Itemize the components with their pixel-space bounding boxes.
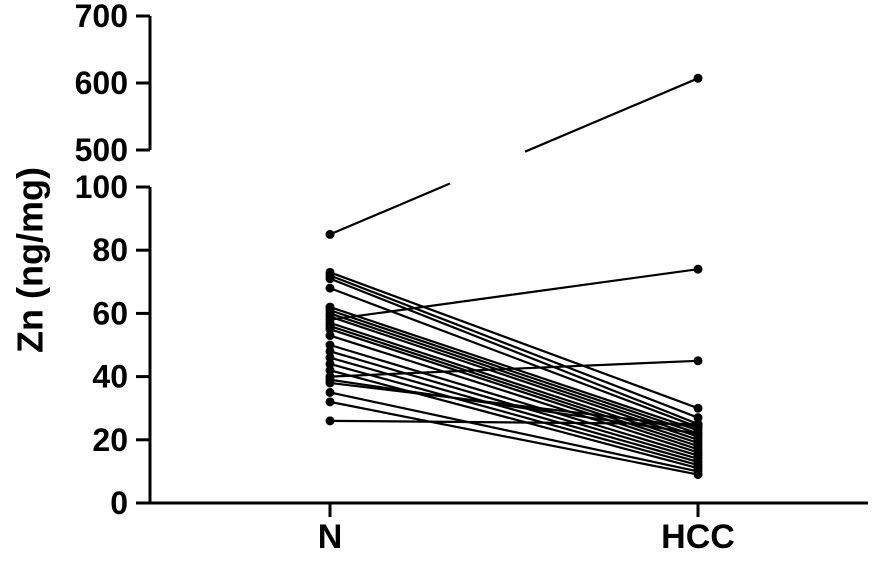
pair-line: [329, 362, 699, 467]
pair-line-segment: [524, 77, 699, 153]
pair-line: [329, 312, 699, 438]
pair-line: [329, 277, 699, 426]
data-point-n: [325, 229, 335, 239]
data-point-n: [325, 416, 335, 426]
data-point-hcc: [693, 428, 703, 438]
data-point-n: [325, 397, 335, 407]
y-tick-label: 700: [75, 0, 128, 34]
pair-lines: [329, 77, 699, 476]
pair-line: [329, 391, 699, 473]
x-category-label: N: [318, 518, 343, 556]
y-tick-label: 20: [92, 422, 128, 458]
x-category-label: HCC: [661, 518, 735, 556]
data-point-n: [325, 324, 335, 334]
pair-line: [329, 306, 699, 432]
data-point-hcc: [693, 356, 703, 366]
y-tick-label: 60: [92, 295, 128, 331]
pair-line: [329, 369, 699, 470]
pair-line: [329, 287, 699, 429]
data-point-n: [325, 331, 335, 341]
pair-line: [329, 343, 699, 457]
data-point-n: [325, 365, 335, 375]
data-point-n: [325, 359, 335, 369]
y-tick-label: 500: [75, 132, 128, 168]
data-point-hcc: [693, 419, 703, 429]
data-point-hcc: [693, 264, 703, 274]
pair-line: [329, 309, 699, 435]
y-tick-label: 40: [92, 359, 128, 395]
y-tick-label: 0: [110, 485, 128, 521]
data-point-n: [325, 274, 335, 284]
y-tick-label: 100: [75, 169, 128, 205]
data-point-hcc: [693, 73, 703, 83]
pair-line: [329, 268, 699, 321]
data-point-hcc: [693, 470, 703, 480]
pair-line: [329, 400, 699, 476]
data-point-hcc: [693, 413, 703, 423]
pair-line: [329, 356, 699, 463]
pair-line: [329, 419, 699, 426]
pair-line-segment: [329, 182, 451, 236]
pair-line: [329, 324, 699, 448]
data-point-n: [325, 283, 335, 293]
y-tick-label: 80: [92, 232, 128, 268]
data-points: [325, 73, 703, 480]
data-point-n: [325, 353, 335, 363]
pair-line: [329, 271, 699, 410]
pair-line: [329, 381, 699, 429]
y-axis-title: Zn (ng/mg): [10, 167, 51, 353]
y-tick-label: 600: [75, 65, 128, 101]
data-point-n: [325, 378, 335, 388]
data-point-n: [325, 346, 335, 356]
pair-line: [329, 274, 699, 419]
data-point-n: [325, 340, 335, 350]
data-point-n: [325, 312, 335, 322]
pair-line: [329, 328, 699, 451]
data-point-hcc: [693, 403, 703, 413]
axes: [136, 14, 868, 517]
data-point-n: [325, 387, 335, 397]
pair-line: [329, 334, 699, 454]
